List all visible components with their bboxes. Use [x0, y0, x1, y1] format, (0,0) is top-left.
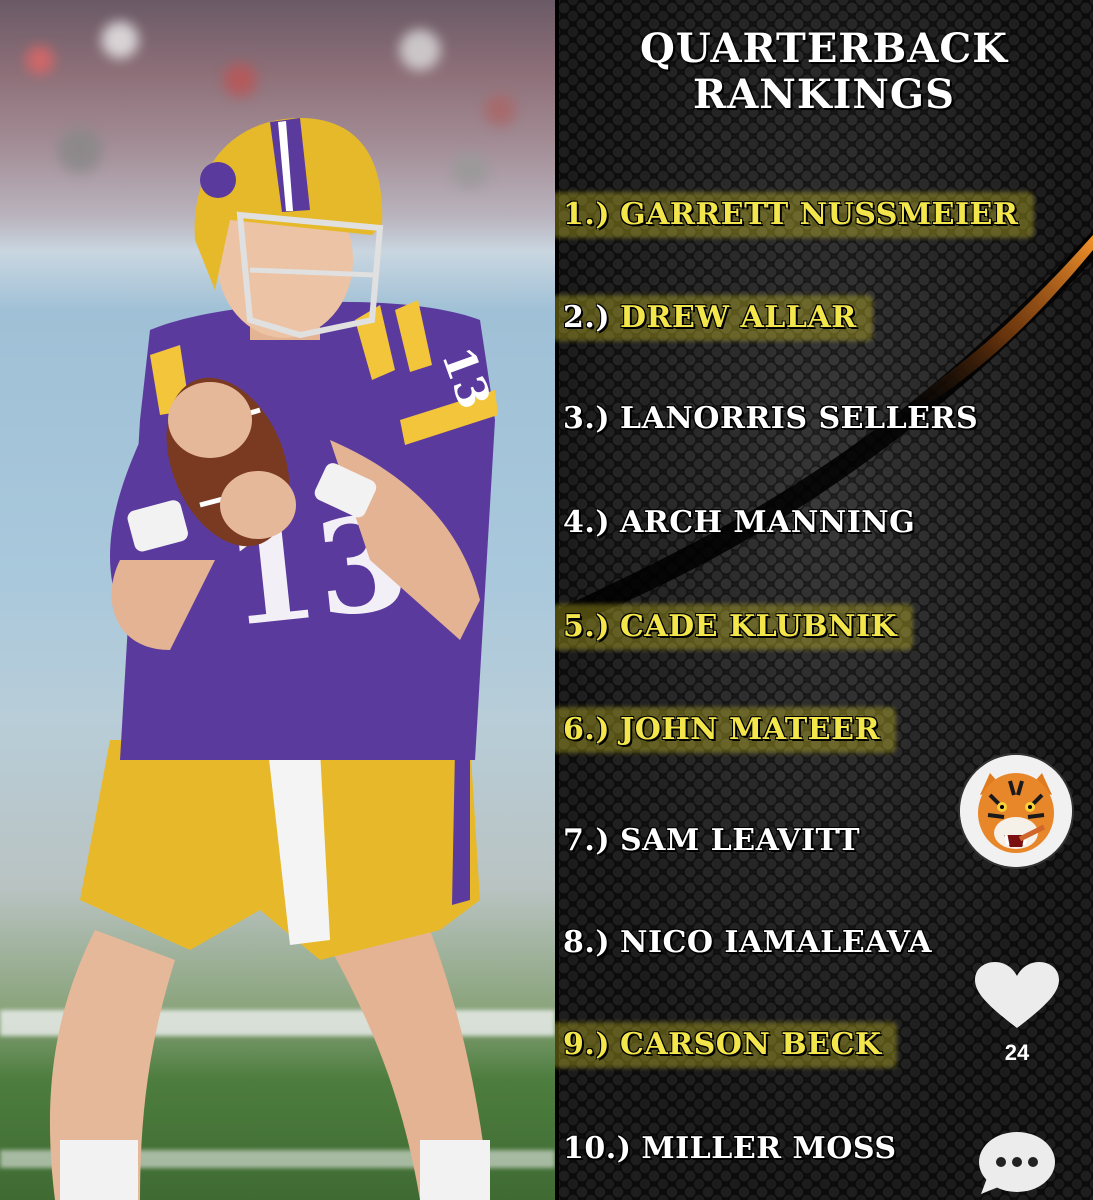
rank-item-10: 10.) MILLER MOSS — [563, 1120, 897, 1176]
rank-name: CARSON BECK — [620, 1026, 882, 1062]
rank-name: GARRETT NUSSMEIER — [620, 196, 1019, 232]
rank-name: MILLER MOSS — [641, 1130, 897, 1166]
page-title: QUARTERBACK RANKINGS — [555, 26, 1093, 118]
rank-item-9: 9.) CARSON BECK — [563, 1016, 881, 1072]
tiger-avatar-icon[interactable] — [960, 755, 1072, 867]
rank-item-2: 2.) DREW ALLAR — [563, 289, 857, 345]
rank-name: CADE KLUBNIK — [620, 608, 898, 644]
rank-item-1: 1.) GARRETT NUSSMEIER — [563, 186, 1018, 242]
rank-number: 5.) — [563, 608, 611, 644]
rank-number: 4.) — [563, 504, 611, 540]
rank-number: 6.) — [563, 711, 611, 747]
light-streak — [555, 230, 1093, 633]
rank-number: 1.) — [563, 196, 611, 232]
rank-item-8: 8.) NICO IAMALEAVA — [563, 914, 932, 970]
rank-item-4: 4.) ARCH MANNING — [563, 494, 915, 550]
quarterback-figure: 13 13 — [49, 118, 500, 1200]
rankings-panel: QUARTERBACK RANKINGS 1.) GARRETT NUSSMEI… — [555, 0, 1093, 1200]
rank-number: 9.) — [563, 1026, 611, 1062]
title-line-1: QUARTERBACK — [639, 25, 1008, 72]
rank-item-7: 7.) SAM LEAVITT — [563, 812, 860, 868]
rank-name: JOHN MATEER — [620, 711, 880, 747]
rank-number: 10.) — [563, 1130, 632, 1166]
rank-number: 3.) — [563, 400, 611, 436]
player-photo: 13 13 — [0, 0, 555, 1200]
rank-item-3: 3.) LANORRIS SELLERS — [563, 390, 978, 446]
rank-name: DREW ALLAR — [620, 299, 857, 335]
rank-item-6: 6.) JOHN MATEER — [563, 701, 880, 757]
title-line-2: RANKINGS — [693, 71, 955, 118]
rank-name: ARCH MANNING — [620, 504, 916, 540]
rank-number: 7.) — [563, 822, 611, 858]
like-count: 24 — [1004, 1040, 1030, 1065]
rank-name: LANORRIS SELLERS — [620, 400, 979, 436]
heart-icon[interactable] — [971, 960, 1063, 1030]
rank-number: 8.) — [563, 924, 611, 960]
rank-name: NICO IAMALEAVA — [620, 924, 932, 960]
comment-bubble-icon[interactable] — [975, 1128, 1059, 1196]
rank-number: 2.) — [563, 299, 611, 335]
rank-item-5: 5.) CADE KLUBNIK — [563, 598, 897, 654]
panel-divider — [555, 0, 559, 1200]
rank-name: SAM LEAVITT — [620, 822, 861, 858]
